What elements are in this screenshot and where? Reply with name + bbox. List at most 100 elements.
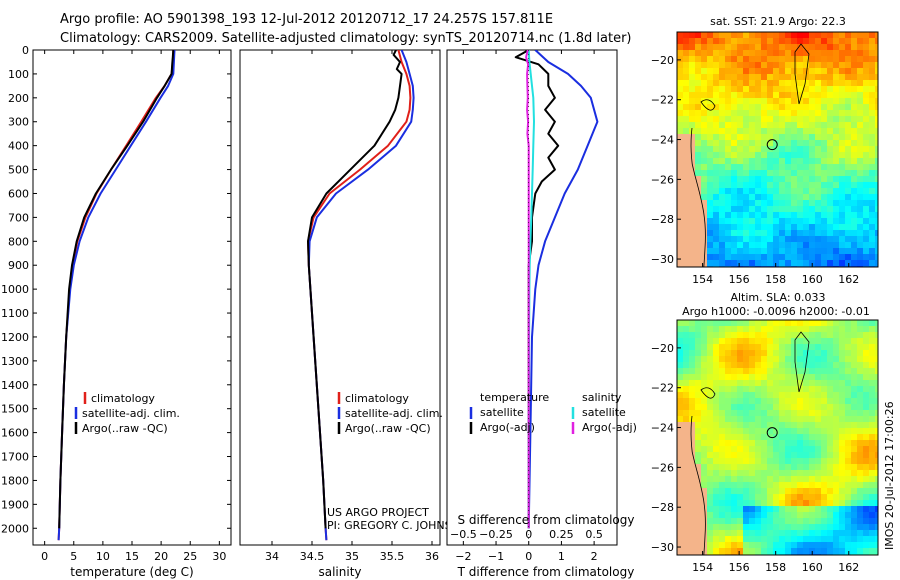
heatmap-cell [779, 164, 786, 171]
heatmap-cell [773, 392, 780, 399]
heatmap-cell [695, 440, 702, 447]
heatmap-cell [755, 200, 762, 207]
heatmap-cell [833, 506, 840, 513]
heatmap-cell [779, 56, 786, 63]
heatmap-cell [755, 230, 762, 237]
heatmap-cell [809, 164, 816, 171]
heatmap-cell [689, 176, 696, 183]
heatmap-cell [803, 212, 810, 219]
heatmap-cell [857, 446, 864, 453]
heatmap-cell [677, 188, 684, 195]
heatmap-cell [689, 500, 696, 507]
heatmap-cell [743, 98, 750, 105]
heatmap-cell [701, 404, 708, 411]
heatmap-cell [869, 422, 876, 429]
heatmap-cell [767, 188, 774, 195]
heatmap-cell [803, 374, 810, 381]
heatmap-cell [851, 98, 858, 105]
heatmap-cell [713, 182, 720, 189]
heatmap-cell [845, 152, 852, 159]
heatmap-cell [863, 38, 870, 45]
heatmap-cell [845, 410, 852, 417]
heatmap-cell [851, 104, 858, 111]
heatmap-cell [749, 446, 756, 453]
heatmap-cell [785, 74, 792, 81]
heatmap-cell [767, 236, 774, 243]
heatmap-cell [701, 164, 708, 171]
heatmap-cell [869, 218, 876, 225]
heatmap-cell [785, 200, 792, 207]
heatmap-cell [791, 494, 798, 501]
heatmap-cell [857, 44, 864, 51]
heatmap-cell [731, 458, 738, 465]
heatmap-cell [821, 92, 828, 99]
heatmap-cell [845, 122, 852, 129]
heatmap-cell [683, 44, 690, 51]
heatmap-cell [725, 512, 732, 519]
heatmap-cell [851, 92, 858, 99]
heatmap-cell [713, 422, 720, 429]
heatmap-cell [851, 464, 858, 471]
heatmap-cell [683, 488, 690, 495]
heatmap-cell [695, 224, 702, 231]
heatmap-cell [689, 344, 696, 351]
heatmap-cell [797, 422, 804, 429]
heatmap-cell [845, 374, 852, 381]
heatmap-cell [695, 50, 702, 57]
heatmap-cell [809, 152, 816, 159]
heatmap-cell [875, 206, 878, 213]
heatmap-cell [749, 548, 756, 555]
heatmap-cell [857, 422, 864, 429]
heatmap-cell [773, 410, 780, 417]
heatmap-cell [725, 482, 732, 489]
y-tick-label: 300 [8, 116, 29, 129]
heatmap-cell [851, 128, 858, 135]
heatmap-cell [803, 152, 810, 159]
heatmap-cell [767, 158, 774, 165]
heatmap-cell [767, 362, 774, 369]
heatmap-cell [845, 326, 852, 333]
heatmap-cell [779, 542, 786, 549]
heatmap-cell [875, 380, 878, 387]
reef-contour [700, 99, 716, 111]
heatmap-cell [785, 500, 792, 507]
heatmap-cell [725, 62, 732, 69]
heatmap-cell [749, 254, 756, 261]
heatmap-cell [731, 146, 738, 153]
heatmap-cell [779, 458, 786, 465]
heatmap-cell [785, 98, 792, 105]
heatmap-cell [821, 188, 828, 195]
heatmap-cell [809, 104, 816, 111]
heatmap-cell [851, 470, 858, 477]
heatmap-cell [707, 392, 714, 399]
heatmap-cell [761, 440, 768, 447]
heatmap-cell [701, 518, 708, 525]
heatmap-cell [821, 206, 828, 213]
heatmap-cell [827, 416, 834, 423]
heatmap-cell [815, 116, 822, 123]
heatmap-cell [785, 86, 792, 93]
heatmap-cell [869, 320, 876, 327]
heatmap-cell [827, 92, 834, 99]
heatmap-cell [797, 392, 804, 399]
heatmap-cell [803, 146, 810, 153]
heatmap-cell [863, 212, 870, 219]
heatmap-cell [761, 368, 768, 375]
heatmap-cell [869, 176, 876, 183]
heatmap-cell [677, 386, 684, 393]
heatmap-cell [863, 236, 870, 243]
heatmap-cell [743, 32, 750, 39]
heatmap-cell [797, 362, 804, 369]
heatmap-cell [731, 500, 738, 507]
heatmap-cell [773, 116, 780, 123]
heatmap-cell [767, 56, 774, 63]
heatmap-cell [803, 140, 810, 147]
heatmap-cell [695, 482, 702, 489]
heatmap-cell [773, 92, 780, 99]
heatmap-cell [719, 116, 726, 123]
heatmap-cell [863, 350, 870, 357]
heatmap-cell [755, 548, 762, 555]
heatmap-cell [689, 440, 696, 447]
heatmap-cell [749, 542, 756, 549]
heatmap-cell [869, 146, 876, 153]
